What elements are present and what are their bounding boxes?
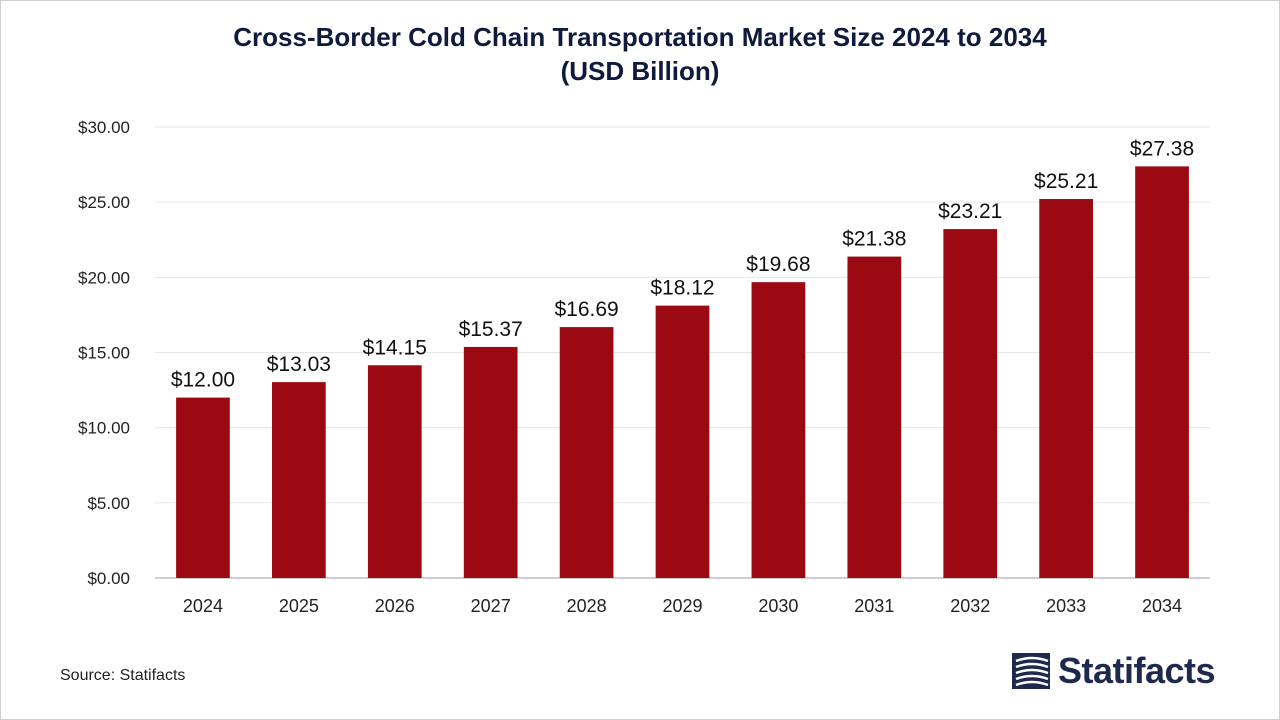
bar bbox=[655, 305, 710, 578]
x-tick-label: 2034 bbox=[1142, 596, 1182, 616]
y-tick-label: $10.00 bbox=[78, 419, 130, 438]
chart-title: Cross-Border Cold Chain Transportation M… bbox=[0, 20, 1280, 88]
brand-logo: Statifacts bbox=[1012, 650, 1216, 692]
bar bbox=[1135, 166, 1189, 578]
data-label: $12.00 bbox=[171, 369, 235, 392]
y-tick-label: $20.00 bbox=[78, 268, 130, 287]
x-tick-label: 2032 bbox=[950, 596, 990, 616]
bar bbox=[463, 346, 518, 578]
brand-name: Statifacts bbox=[1058, 650, 1216, 691]
y-tick-label: $5.00 bbox=[87, 494, 130, 513]
bar bbox=[943, 229, 998, 578]
bar bbox=[847, 256, 902, 578]
chart-title-line1: Cross-Border Cold Chain Transportation M… bbox=[233, 22, 1047, 52]
x-tick-label: 2025 bbox=[279, 596, 319, 616]
x-tick-label: 2024 bbox=[183, 596, 223, 616]
chart-title-line2: (USD Billion) bbox=[560, 56, 720, 86]
data-label: $19.68 bbox=[746, 253, 810, 276]
bar bbox=[367, 365, 422, 578]
statifacts-logo-icon bbox=[1012, 653, 1050, 689]
data-label: $15.37 bbox=[459, 318, 523, 341]
x-tick-label: 2031 bbox=[854, 596, 894, 616]
x-tick-label: 2030 bbox=[758, 596, 798, 616]
x-tick-label: 2033 bbox=[1046, 596, 1086, 616]
data-label: $18.12 bbox=[650, 277, 714, 300]
x-tick-label: 2027 bbox=[471, 596, 511, 616]
data-label: $25.21 bbox=[1034, 170, 1098, 193]
y-tick-label: $15.00 bbox=[78, 344, 130, 363]
data-label: $21.38 bbox=[842, 228, 906, 251]
data-label: $27.38 bbox=[1130, 137, 1194, 160]
source-note: Source: Statifacts bbox=[60, 667, 186, 684]
data-label: $13.03 bbox=[267, 353, 331, 376]
data-label: $23.21 bbox=[938, 200, 1002, 223]
x-tick-label: 2028 bbox=[567, 596, 607, 616]
bar bbox=[751, 282, 806, 578]
data-label: $14.15 bbox=[363, 336, 427, 359]
bar bbox=[176, 397, 230, 578]
bar bbox=[272, 382, 326, 578]
bar bbox=[559, 327, 614, 578]
y-tick-label: $30.00 bbox=[78, 118, 130, 137]
x-tick-label: 2029 bbox=[662, 596, 702, 616]
data-label: $16.69 bbox=[554, 298, 618, 321]
y-tick-label: $25.00 bbox=[78, 193, 130, 212]
y-tick-label: $0.00 bbox=[87, 569, 130, 588]
bar bbox=[1039, 199, 1093, 578]
x-tick-label: 2026 bbox=[375, 596, 415, 616]
